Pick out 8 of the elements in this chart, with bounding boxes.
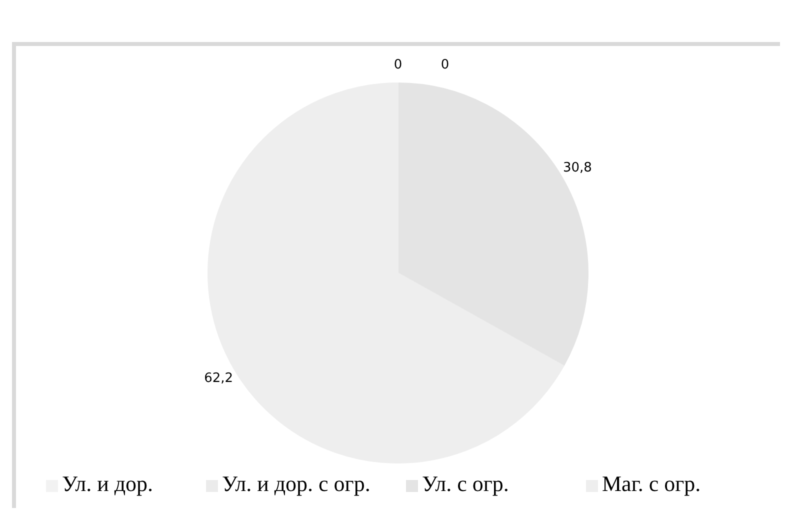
legend-label: Маг. с огр.	[602, 471, 701, 496]
legend-label: Ул. и дор. с огр.	[222, 471, 370, 496]
legend-label: Ул. с огр.	[422, 471, 509, 496]
text: 0	[440, 58, 450, 73]
data-label: 30,8	[562, 160, 592, 176]
data-label: 62,2	[204, 370, 234, 386]
legend-label: Ул. и дор.	[62, 471, 154, 496]
text: 0	[394, 58, 402, 73]
